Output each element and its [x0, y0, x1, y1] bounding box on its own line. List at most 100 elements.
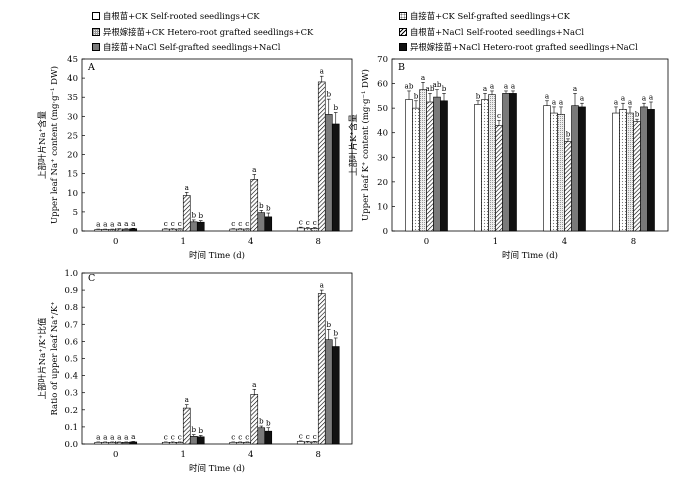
significance-letter: a: [103, 220, 108, 229]
x-tick-label: 8: [316, 450, 321, 460]
bar: [324, 339, 333, 445]
bar: [189, 221, 198, 232]
bar: [108, 229, 117, 232]
bar: [578, 106, 586, 232]
significance-letter: b: [198, 211, 203, 220]
bar: [509, 93, 517, 232]
bar: [543, 105, 551, 232]
y-tick-label: 20: [377, 178, 388, 188]
y-axis-label-en: Ratio of upper leaf Na⁺/K⁺: [50, 301, 60, 415]
significance-letter: b: [476, 91, 481, 100]
significance-letter: a: [628, 97, 633, 106]
bar: [161, 441, 170, 445]
bar: [640, 106, 648, 232]
bar: [168, 228, 177, 232]
legend-swatch-black: [399, 43, 407, 51]
legend-label: 异根嫁接苗+NaCl Hetero-root grafted seedlings…: [410, 42, 638, 52]
y-tick-label: 0.0: [64, 440, 78, 450]
x-tick-label: 4: [248, 450, 253, 460]
significance-letter: a: [117, 219, 122, 228]
bar: [564, 141, 572, 232]
x-tick-label: 0: [113, 237, 118, 247]
y-tick-label: 0.8: [64, 303, 78, 313]
y-tick-label: 40: [377, 129, 388, 139]
y-tick-label: 40: [67, 74, 78, 84]
panel-letter: C: [88, 273, 95, 284]
y-tick-label: 0.4: [64, 372, 78, 382]
y-tick-label: 35: [67, 93, 78, 103]
significance-letter: b: [326, 90, 331, 99]
significance-letter: c: [497, 111, 501, 120]
y-axis-label-en: Upper leaf K⁺ content (mg·g⁻¹ DW): [360, 69, 371, 221]
legend-swatch-hatch: [399, 28, 407, 36]
legend-item-self-grafted-nacl: 自接苗+NaCl Self-grafted seedlings+NaCl: [92, 42, 280, 52]
x-tick-label: 0: [424, 237, 429, 247]
bar: [257, 212, 266, 232]
x-axis-label: 时间 Time (d): [189, 250, 245, 261]
y-tick-label: 0.7: [64, 320, 78, 330]
significance-letter: c: [299, 431, 303, 440]
plot-frame: [81, 272, 353, 445]
y-tick-label: 15: [67, 170, 78, 180]
significance-letter: b: [566, 129, 571, 138]
plot-frame: [81, 58, 353, 232]
significance-letter: c: [164, 432, 168, 441]
bar: [115, 441, 124, 445]
legend-item-self-rooted-nacl: 自根苗+NaCl Self-rooted seedlings+NaCl: [399, 27, 584, 37]
y-tick-label: 0.9: [64, 286, 78, 296]
significance-letter: c: [171, 219, 175, 228]
significance-letter: ab: [426, 84, 435, 93]
bar: [502, 93, 510, 232]
significance-letter: a: [649, 93, 654, 102]
legend-item-self-grafted-ck: 自接苗+CK Self-grafted seedlings+CK: [399, 11, 570, 21]
bar: [433, 96, 441, 232]
legend-label: 异根嫁接苗+CK Hetero-root grafted seedlings+C…: [103, 27, 314, 37]
y-tick-label: 0: [383, 227, 388, 237]
bar: [129, 441, 138, 445]
y-tick-label: 25: [67, 131, 78, 141]
legend-label: 自接苗+NaCl Self-grafted seedlings+NaCl: [103, 42, 281, 52]
bar: [310, 228, 319, 232]
bar: [236, 228, 245, 232]
significance-letter: c: [313, 218, 317, 227]
y-axis-label-cn: 上部叶片Na⁺/K⁺比值: [37, 317, 48, 399]
significance-letter: a: [96, 220, 101, 229]
bar: [550, 112, 558, 232]
significance-letter: a: [131, 432, 136, 441]
bar: [229, 228, 238, 232]
significance-letter: a: [421, 73, 426, 82]
legend-label: 自根苗+CK Self-rooted seedlings+CK: [103, 11, 260, 21]
significance-letter: c: [231, 219, 235, 228]
significance-letter: b: [414, 91, 419, 100]
significance-letter: b: [191, 210, 196, 219]
bar: [175, 228, 184, 232]
bar: [196, 221, 205, 232]
significance-letter: a: [580, 94, 585, 103]
bar: [495, 125, 503, 232]
significance-letter: b: [326, 320, 331, 329]
x-tick-label: 8: [316, 237, 321, 247]
legend-item-hetero-ck: 异根嫁接苗+CK Hetero-root grafted seedlings+C…: [92, 27, 313, 37]
panel-letter: B: [398, 62, 405, 73]
legend-item-self-rooted-ck: 自根苗+CK Self-rooted seedlings+CK: [92, 11, 260, 21]
bar: [426, 101, 434, 232]
y-tick-label: 50: [377, 104, 388, 114]
significance-letter: c: [164, 219, 168, 228]
significance-letter: b: [198, 426, 203, 435]
bar: [317, 293, 326, 445]
bar: [612, 112, 620, 232]
y-tick-label: 30: [377, 153, 388, 163]
x-tick-label: 4: [562, 237, 567, 247]
bar: [571, 105, 579, 232]
y-tick-label: 0.5: [64, 355, 78, 365]
x-tick-label: 0: [113, 450, 118, 460]
significance-letter: c: [299, 218, 303, 227]
significance-letter: a: [110, 432, 115, 441]
y-axis-label-cn: 上部叶片K⁺含量: [348, 114, 359, 176]
bar: [303, 441, 312, 445]
legend-swatch-gray: [92, 43, 100, 51]
bar: [243, 228, 252, 232]
bar: [257, 427, 266, 445]
x-tick-label: 4: [248, 237, 253, 247]
significance-letter: a: [490, 81, 495, 90]
